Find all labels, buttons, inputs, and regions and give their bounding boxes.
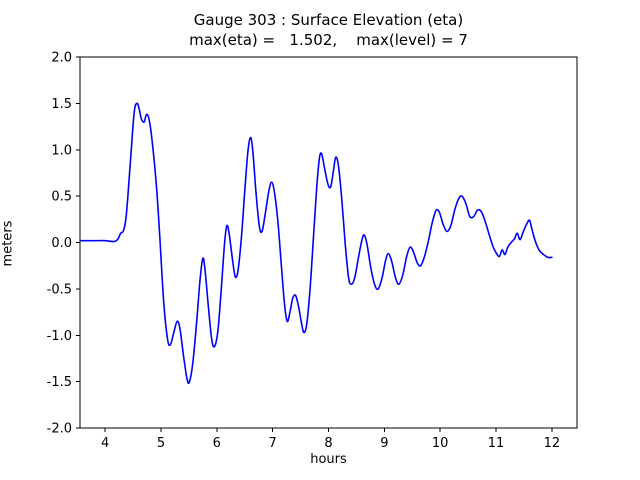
x-tick-label: 10 xyxy=(432,436,449,451)
axes-frame xyxy=(79,56,578,429)
y-tick-label: -2.0 xyxy=(47,422,72,437)
chart-title-block: Gauge 303 : Surface Elevation (eta) max(… xyxy=(80,10,577,50)
x-axis-label: hours xyxy=(310,452,347,467)
y-tick-label: 0.0 xyxy=(51,236,72,251)
x-tick-label: 11 xyxy=(488,436,505,451)
x-tick-label: 7 xyxy=(269,436,277,451)
x-tick-label: 9 xyxy=(380,436,388,451)
y-tick-label: 1.0 xyxy=(51,143,72,158)
y-tick-label: 2.0 xyxy=(51,51,72,66)
x-tick-label: 4 xyxy=(101,436,109,451)
x-tick-label: 5 xyxy=(157,436,165,451)
eta-line xyxy=(80,102,553,385)
y-tick-label: -0.5 xyxy=(47,282,72,297)
x-tick-label: 12 xyxy=(544,436,561,451)
y-axis-label: meters xyxy=(0,220,16,267)
x-tick-label: 6 xyxy=(213,436,221,451)
chart-subtitle: max(eta) = 1.502, max(level) = 7 xyxy=(189,31,468,49)
chart-title: Gauge 303 : Surface Elevation (eta) xyxy=(193,11,464,29)
y-tick-label: 1.5 xyxy=(51,97,72,112)
y-tick-label: 0.5 xyxy=(51,190,72,205)
x-tick-label: 8 xyxy=(324,436,332,451)
y-tick-label: -1.0 xyxy=(47,329,72,344)
y-tick-label: -1.5 xyxy=(47,375,72,390)
